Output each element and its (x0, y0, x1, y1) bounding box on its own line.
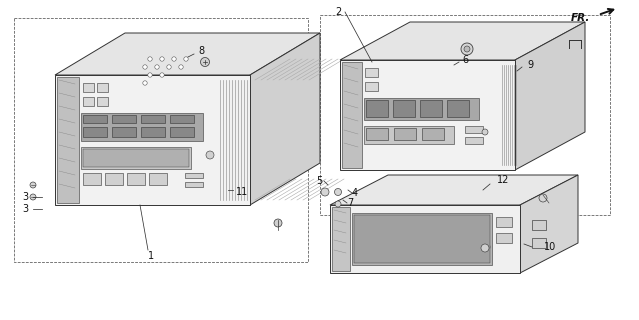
Bar (141, 127, 165, 137)
Circle shape (201, 58, 210, 67)
Bar (496, 233, 512, 243)
Bar (352, 213, 492, 265)
Text: 4: 4 (352, 188, 358, 198)
Bar (81, 147, 191, 169)
Bar (83, 97, 94, 106)
Bar (320, 15, 610, 215)
Bar (465, 126, 483, 133)
Bar (465, 137, 483, 144)
Circle shape (160, 73, 164, 77)
Bar (170, 127, 194, 137)
Bar (83, 127, 107, 137)
Bar (112, 115, 136, 123)
Bar (57, 77, 79, 203)
Bar (364, 98, 479, 120)
Circle shape (274, 219, 282, 227)
Bar (496, 217, 512, 227)
Circle shape (206, 151, 214, 159)
Polygon shape (330, 205, 520, 273)
Circle shape (539, 194, 547, 202)
Circle shape (464, 46, 470, 52)
Bar (105, 173, 123, 185)
Polygon shape (55, 33, 320, 75)
Circle shape (142, 81, 147, 85)
Text: 5: 5 (316, 176, 322, 186)
Circle shape (481, 244, 489, 252)
Bar (141, 115, 165, 123)
Bar (14, 18, 308, 262)
Text: 7: 7 (347, 198, 353, 208)
Bar (97, 97, 108, 106)
Text: 3: 3 (22, 192, 28, 202)
Circle shape (160, 57, 164, 61)
Bar (420, 100, 442, 117)
Circle shape (482, 129, 488, 135)
Bar (364, 126, 454, 144)
Bar (170, 115, 194, 123)
Circle shape (30, 182, 36, 188)
Polygon shape (340, 22, 585, 60)
Bar (83, 149, 189, 167)
Text: 11: 11 (236, 187, 248, 197)
Bar (532, 220, 546, 230)
Circle shape (480, 242, 490, 252)
Circle shape (155, 65, 159, 69)
Text: 12: 12 (497, 175, 509, 185)
Circle shape (334, 188, 341, 196)
Text: 9: 9 (527, 60, 533, 70)
Circle shape (335, 201, 341, 207)
Bar (185, 173, 203, 178)
Bar (127, 173, 145, 185)
Bar (81, 113, 203, 141)
Bar (394, 128, 416, 140)
Bar (83, 115, 107, 123)
Bar (112, 127, 136, 137)
Bar (447, 100, 469, 117)
Bar (97, 83, 108, 92)
Polygon shape (250, 33, 320, 205)
Bar (366, 128, 388, 140)
Circle shape (179, 65, 183, 69)
Circle shape (184, 57, 189, 61)
Bar (342, 62, 362, 168)
Bar (393, 100, 415, 117)
Circle shape (30, 194, 36, 200)
Polygon shape (520, 175, 578, 273)
Polygon shape (340, 60, 515, 170)
Text: 3: 3 (22, 204, 28, 214)
Text: 10: 10 (544, 242, 557, 252)
Polygon shape (330, 175, 578, 205)
Bar (149, 173, 167, 185)
Circle shape (167, 65, 171, 69)
Bar (332, 207, 350, 271)
Bar (365, 82, 378, 91)
Circle shape (461, 43, 473, 55)
Circle shape (321, 188, 329, 196)
Bar (185, 182, 203, 187)
Text: 8: 8 (198, 46, 204, 56)
Bar (365, 68, 378, 77)
Circle shape (142, 65, 147, 69)
Bar (83, 173, 101, 185)
Text: 6: 6 (462, 55, 468, 65)
Text: FR.: FR. (571, 13, 590, 23)
Bar (366, 100, 388, 117)
Bar (422, 128, 444, 140)
Text: 1: 1 (148, 251, 154, 261)
Bar (532, 238, 546, 248)
Text: 2: 2 (335, 7, 341, 17)
Circle shape (148, 57, 152, 61)
Circle shape (172, 57, 176, 61)
Circle shape (148, 73, 152, 77)
Polygon shape (55, 75, 250, 205)
Bar (354, 215, 490, 263)
Bar (83, 83, 94, 92)
Polygon shape (515, 22, 585, 170)
